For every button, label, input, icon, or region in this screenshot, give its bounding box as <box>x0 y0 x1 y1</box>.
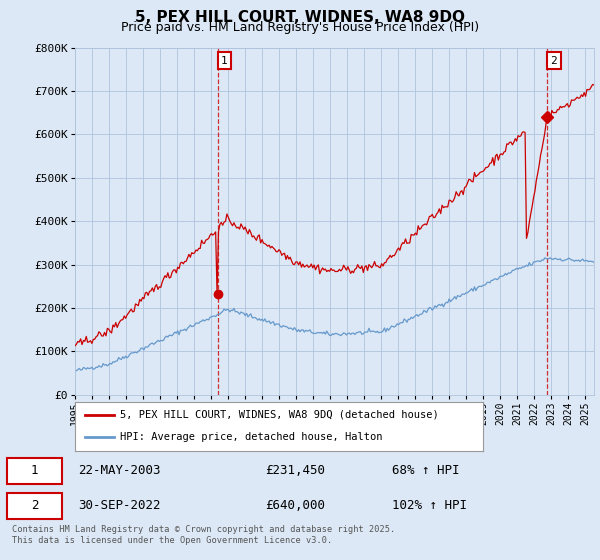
Text: Contains HM Land Registry data © Crown copyright and database right 2025.
This d: Contains HM Land Registry data © Crown c… <box>12 525 395 545</box>
Text: 22-MAY-2003: 22-MAY-2003 <box>78 464 161 478</box>
Text: 1: 1 <box>31 464 38 478</box>
FancyBboxPatch shape <box>7 458 62 484</box>
Text: 5, PEX HILL COURT, WIDNES, WA8 9DQ (detached house): 5, PEX HILL COURT, WIDNES, WA8 9DQ (deta… <box>120 410 439 420</box>
Text: 102% ↑ HPI: 102% ↑ HPI <box>392 499 467 512</box>
Text: 1: 1 <box>221 55 228 66</box>
Text: HPI: Average price, detached house, Halton: HPI: Average price, detached house, Halt… <box>120 432 382 442</box>
Text: 30-SEP-2022: 30-SEP-2022 <box>78 499 161 512</box>
Text: 68% ↑ HPI: 68% ↑ HPI <box>392 464 460 478</box>
Text: £231,450: £231,450 <box>265 464 325 478</box>
Text: 2: 2 <box>31 499 38 512</box>
Text: Price paid vs. HM Land Registry's House Price Index (HPI): Price paid vs. HM Land Registry's House … <box>121 21 479 34</box>
Text: 2: 2 <box>551 55 557 66</box>
Text: 5, PEX HILL COURT, WIDNES, WA8 9DQ: 5, PEX HILL COURT, WIDNES, WA8 9DQ <box>135 10 465 25</box>
FancyBboxPatch shape <box>7 493 62 519</box>
Text: £640,000: £640,000 <box>265 499 325 512</box>
